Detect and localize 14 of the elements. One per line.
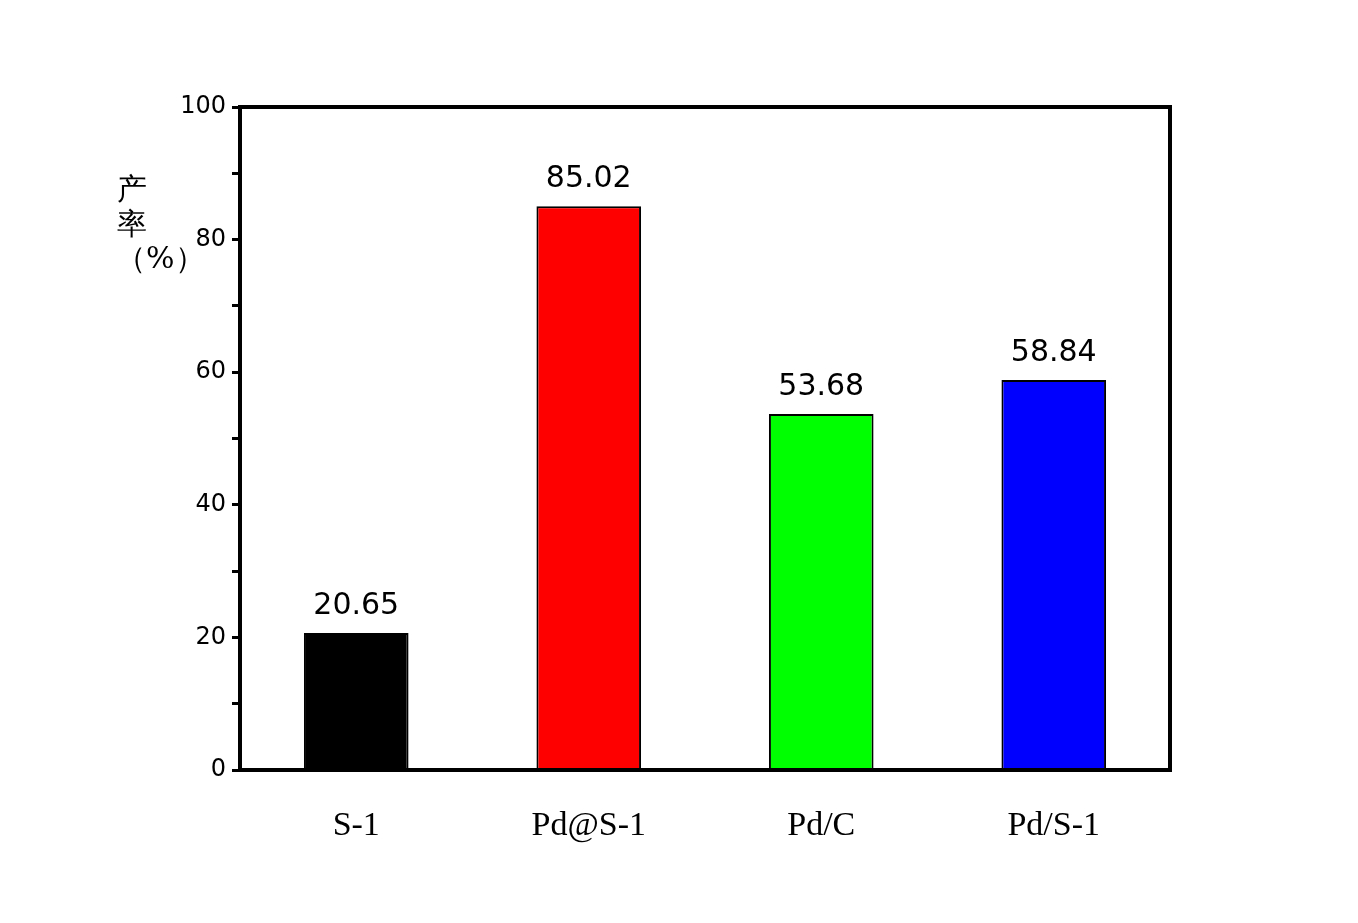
y-tick-label: 80	[195, 223, 226, 252]
x-tick-label: Pd@S-1	[531, 805, 646, 844]
y-tick-label: 100	[180, 91, 226, 120]
x-tick-label: Pd/C	[787, 805, 856, 843]
y-tick-label: 20	[195, 621, 226, 650]
data-label: 85.02	[545, 159, 632, 195]
data-label: 58.84	[1010, 332, 1097, 368]
x-tick-label: Pd/S-1	[1007, 805, 1101, 843]
x-tick-label: S-1	[332, 805, 380, 843]
y-tick-label: 60	[195, 356, 226, 385]
data-label: 53.68	[778, 366, 865, 402]
y-tick-label: 0	[210, 754, 226, 783]
data-label: 20.65	[313, 585, 400, 621]
y-tick-label: 40	[195, 489, 226, 518]
